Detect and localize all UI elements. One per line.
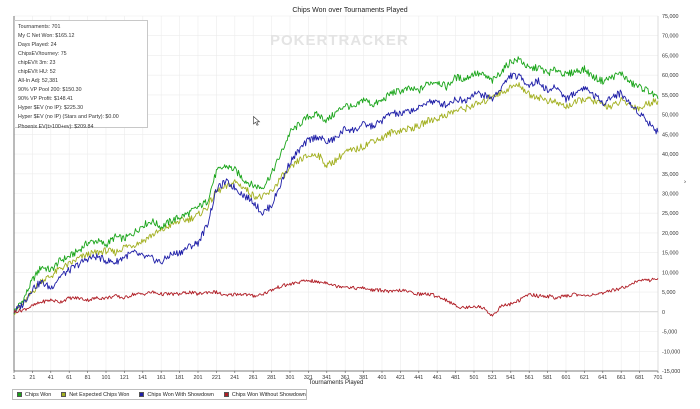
x-tick-label: 681 — [635, 375, 644, 381]
x-tick-label: 141 — [138, 375, 147, 381]
y-tick-label: 5,000 — [662, 290, 676, 296]
y-tick-label: 15,000 — [662, 251, 679, 257]
x-tick-label: 601 — [562, 375, 571, 381]
x-tick-label: 21 — [29, 375, 35, 381]
stats-line: Days Played: 24 — [18, 42, 57, 49]
stats-line: Tournaments: 701 — [18, 24, 61, 30]
stats-line: 90% VP Profit: $148.41 — [18, 96, 73, 103]
pokertracker-watermark: POKERTRACKER — [270, 32, 409, 49]
stats-line: ChipsEV/tourney: 75 — [18, 51, 67, 58]
x-tick-label: 181 — [175, 375, 184, 381]
series-line-chips-won — [13, 56, 659, 315]
x-tick-label: 381 — [359, 375, 368, 381]
legend-item-chips-won[interactable]: Chips Won — [17, 392, 51, 398]
y-tick-label: 0 — [662, 310, 665, 316]
y-tick-label: 20,000 — [662, 231, 679, 237]
stats-line: Hyper $EV (no IP) (Stars and Party): $0.… — [18, 114, 119, 121]
mouse-cursor-icon — [253, 116, 261, 126]
x-tick-label: 1 — [13, 375, 16, 381]
y-tick-label: 10,000 — [662, 270, 679, 276]
chart-legend: Chips Won Net Expected Chips Won Chips W… — [12, 389, 307, 400]
series-line-net-expected-chips-won — [13, 82, 659, 316]
y-tick-label: 45,000 — [662, 132, 679, 138]
x-tick-label: 521 — [488, 375, 497, 381]
legend-label: Chips Won — [25, 391, 52, 398]
x-tick-label: 281 — [267, 375, 276, 381]
series-line-chips-won-with-showdown — [13, 72, 659, 314]
x-tick-label: 121 — [120, 375, 129, 381]
x-tick-label: 621 — [580, 375, 589, 381]
y-tick-label: 50,000 — [662, 113, 679, 119]
x-tick-label: 581 — [543, 375, 552, 381]
legend-item-with-showdown[interactable]: Chips Won With Showdown — [139, 391, 214, 398]
x-tick-label: 81 — [85, 375, 91, 381]
x-tick-label: 661 — [617, 375, 626, 381]
legend-item-net-expected[interactable]: Net Expected Chips Won — [61, 392, 129, 398]
axis-marker: › — [684, 180, 686, 186]
x-tick-label: 701 — [654, 375, 663, 381]
y-tick-label: 35,000 — [662, 172, 679, 178]
x-tick-label: 501 — [470, 375, 479, 381]
y-tick-label: -5,000 — [662, 330, 677, 336]
x-tick-label: 301 — [286, 375, 295, 381]
stats-line: My C Net Won: $165.12 — [18, 33, 75, 40]
x-tick-label: 541 — [506, 375, 515, 381]
legend-swatch — [139, 392, 145, 397]
y-tick-label: 75,000 — [662, 14, 679, 20]
y-tick-label: 40,000 — [662, 152, 679, 158]
x-tick-label: 261 — [249, 375, 258, 381]
x-tick-label: 481 — [451, 375, 460, 381]
x-tick-label: 241 — [230, 375, 239, 381]
series-line-chips-won-without-showdown — [13, 277, 659, 317]
stats-line: Hyper $EV (no IP): $225.30 — [18, 105, 84, 112]
x-axis-label: Tournaments Played — [309, 380, 364, 386]
series-lines — [13, 56, 659, 317]
x-tick-label: 201 — [194, 375, 203, 381]
x-tick-label: 61 — [66, 375, 72, 381]
y-tick-label: 60,000 — [662, 73, 679, 79]
tick-labels: -15,000 -10,000 -5,000 0 5,000 10,000 15,000 20… — [13, 14, 687, 381]
y-tick-label: -10,000 — [662, 349, 680, 355]
x-tick-label: 441 — [414, 375, 423, 381]
stats-line: Phoenix EV(t>100+ev): $209.84 — [18, 123, 94, 130]
legend-label: Chips Won With Showdown — [147, 391, 214, 398]
x-tick-label: 161 — [157, 375, 166, 381]
legend-label: Net Expected Chips Won — [69, 391, 130, 398]
y-tick-label: 65,000 — [662, 53, 679, 59]
y-tick-label: 70,000 — [662, 34, 679, 40]
x-tick-label: 421 — [396, 375, 405, 381]
stats-line: All-In Adj: 52,381 — [18, 78, 59, 85]
x-tick-label: 101 — [102, 375, 111, 381]
legend-label: Chips Won Without Showdown — [231, 391, 306, 398]
y-tick-label: 25,000 — [662, 211, 679, 217]
stats-line: chipEV/t HU: 52 — [18, 69, 56, 76]
y-tick-label: 55,000 — [662, 93, 679, 99]
x-tick-label: 321 — [304, 375, 313, 381]
y-tick-label: -15,000 — [662, 369, 680, 375]
y-tick-label: 30,000 — [662, 192, 679, 198]
x-tick-label: 401 — [378, 375, 387, 381]
x-tick-label: 361 — [341, 375, 350, 381]
x-tick-label: 561 — [525, 375, 534, 381]
legend-swatch — [17, 392, 22, 397]
x-tick-label: 341 — [322, 375, 331, 381]
stats-line: chipEV/t 3m: 23 — [18, 60, 56, 67]
chart-title: Chips Won over Tournaments Played — [292, 7, 408, 14]
legend-swatch — [61, 392, 67, 397]
x-tick-label: 41 — [48, 375, 54, 381]
stats-box: Tournaments: 701 My C Net Won: $165.12 D… — [14, 20, 148, 130]
legend-swatch — [223, 392, 229, 397]
x-tick-label: 641 — [598, 375, 607, 381]
stats-line: 90% VP Pool 200: $150.30 — [18, 87, 82, 94]
x-tick-label: 461 — [433, 375, 442, 381]
x-tick-label: 221 — [212, 375, 221, 381]
legend-item-without-showdown[interactable]: Chips Won Without Showdown — [223, 391, 306, 398]
